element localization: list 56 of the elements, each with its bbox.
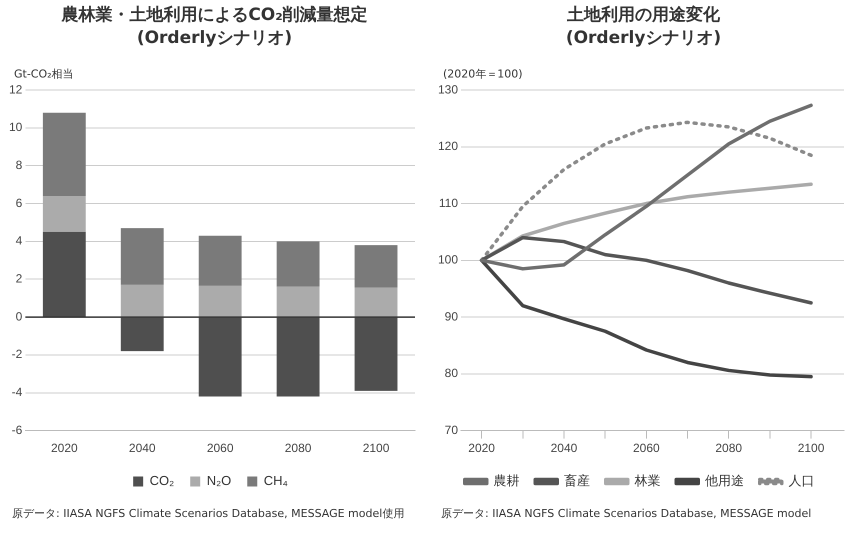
- legend-label: 農耕: [493, 473, 520, 488]
- y-axis-title: Gt-CO₂相当: [14, 67, 74, 80]
- legend-label: 林業: [633, 473, 660, 488]
- x-tick-label: 2060: [632, 441, 660, 456]
- y-tick-label: -4: [12, 385, 23, 400]
- legend-label: CO₂: [150, 473, 174, 488]
- legend-label: 人口: [788, 473, 814, 488]
- x-tick-label: 2040: [550, 441, 578, 456]
- bar: [198, 286, 242, 317]
- bar: [42, 196, 86, 232]
- bar: [42, 232, 86, 317]
- chart-title: 農林業・土地利用によるCO₂削減量想定 (Orderlyシナリオ): [60, 4, 369, 50]
- chart-title: 土地利用の用途変化 (Orderlyシナリオ): [564, 4, 722, 50]
- y-tick-label: 4: [16, 234, 23, 248]
- legend-label: 畜産: [564, 473, 590, 488]
- bar: [42, 112, 86, 196]
- y-axis-title: (2020年＝100): [443, 67, 523, 80]
- text: 原データ: IIASA NGFS Climate Scenarios Database, MESSAGE model: [441, 506, 812, 521]
- x-tick-label: 2020: [468, 441, 496, 456]
- x-tick-label: 2080: [284, 441, 312, 456]
- y-tick-label: 8: [16, 158, 23, 172]
- legend-label: 他用途: [704, 473, 744, 488]
- y-tick-label: 110: [438, 196, 458, 210]
- y-tick-label: 90: [444, 309, 458, 324]
- bar: [120, 318, 164, 352]
- y-tick-label: -2: [12, 347, 23, 362]
- y-tick-label: 6: [16, 196, 23, 210]
- bar: [198, 318, 242, 397]
- y-tick-label: 2: [16, 272, 23, 286]
- bar: [354, 288, 398, 317]
- y-tick-label: 100: [438, 252, 458, 267]
- y-tick-label: 12: [8, 82, 23, 96]
- x-tick-label: 2080: [715, 441, 742, 456]
- x-tick-label: 2100: [798, 441, 825, 456]
- y-tick-label: 70: [444, 422, 458, 437]
- x-tick-label: 2100: [362, 441, 390, 456]
- y-tick-label: 10: [8, 120, 23, 134]
- legend-label: CH₄: [264, 473, 288, 488]
- bar: [276, 286, 320, 317]
- y-tick-label: 130: [438, 82, 458, 96]
- bar: [276, 318, 320, 397]
- bar: [354, 318, 398, 391]
- bar: [276, 241, 320, 287]
- x-tick-label: 2060: [206, 441, 234, 456]
- x-tick-label: 2040: [128, 441, 156, 456]
- bar: [198, 236, 242, 286]
- y-tick-label: -6: [12, 422, 23, 437]
- y-tick-label: 0: [16, 309, 23, 324]
- bar: [120, 284, 164, 317]
- y-tick-label: 120: [438, 139, 458, 154]
- bar: [120, 228, 164, 285]
- legend-label: N₂O: [206, 473, 232, 488]
- bar: [354, 245, 398, 288]
- x-tick-label: 2020: [50, 441, 78, 456]
- y-tick-label: 80: [444, 366, 458, 380]
- text: 原データ: IIASA NGFS Climate Scenarios Database, MESSAGE model使用: [12, 506, 406, 521]
